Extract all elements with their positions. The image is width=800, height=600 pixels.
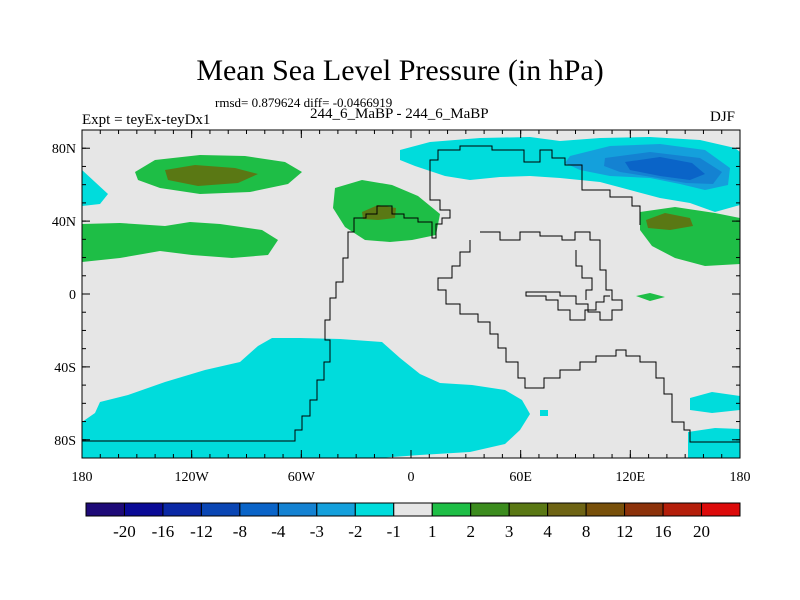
colorbar-label: -8 [233, 522, 247, 541]
colorbar-swatch [431, 502, 472, 517]
colorbar-label: -20 [113, 522, 136, 541]
pacific-band [82, 222, 278, 262]
colorbar-swatch [508, 502, 549, 517]
colorbar-swatch [470, 502, 510, 517]
south-landmass-coast [437, 240, 740, 443]
west-continent-coast [82, 145, 641, 442]
x-tick-label: 120W [175, 470, 210, 485]
colorbar-swatch [162, 502, 202, 517]
colorbar-swatch [662, 502, 703, 517]
blue-core-inner [625, 157, 705, 180]
center-label: 244_6_MaBP - 244_6_MaBP [310, 106, 489, 122]
colorbar-swatch [85, 502, 125, 517]
east-cyan-patch [690, 392, 740, 413]
small-cyan-dot [540, 410, 548, 416]
plot-title: Mean Sea Level Pressure (in hPa) [196, 54, 604, 87]
colorbar-swatch [547, 502, 587, 517]
colorbar-label: -3 [310, 522, 324, 541]
colorbar-swatch [624, 502, 664, 517]
season-label: DJF [710, 109, 736, 125]
experiment-label: Expt = teyEx-teyDx1 [82, 112, 211, 128]
olive-core-atlantic [362, 205, 396, 220]
west-cyan-edge [82, 170, 108, 206]
axis-tick-labels: 180 120W 60W 0 60E 120E 180 80N 40N 0 40S 80S [52, 142, 751, 485]
olive-core-pacific [165, 165, 258, 186]
colorbar-swatch [123, 502, 164, 517]
colorbar: -20 -16 -12 -8 -4 -3 -2 -1 1 2 3 4 8 12 16 20 [85, 502, 741, 541]
y-tick-label: 40S [54, 361, 76, 376]
colorbar-swatch [200, 502, 241, 517]
coastline-outlines [82, 145, 740, 443]
east-continent-coast [480, 231, 623, 321]
colorbar-swatch [277, 502, 318, 517]
colorbar-label: 20 [693, 522, 710, 541]
south-cyan-region [82, 338, 530, 458]
colorbar-label: 12 [616, 522, 633, 541]
y-tick-label: 80S [54, 434, 76, 449]
colorbar-label: -16 [152, 522, 175, 541]
x-tick-label: 180 [730, 470, 751, 485]
colorbar-label: 1 [428, 522, 437, 541]
colorbar-swatch [701, 502, 741, 517]
anomaly-strong-negative-regions [565, 144, 730, 190]
x-tick-label: 0 [408, 470, 415, 485]
olive-core-asia [646, 213, 693, 230]
colorbar-swatch [239, 502, 279, 517]
x-tick-label: 180 [72, 470, 93, 485]
y-tick-label: 80N [52, 142, 76, 157]
map-plot-area [82, 130, 740, 458]
colorbar-label: -4 [271, 522, 286, 541]
colorbar-label: 16 [655, 522, 672, 541]
stats-text: rmsd= 0.879624 diff= -0.0466919 [215, 95, 393, 110]
colorbar-swatch [393, 502, 433, 517]
x-tick-label: 120E [616, 470, 646, 485]
colorbar-label: 4 [543, 522, 552, 541]
colorbar-swatch [316, 502, 356, 517]
colorbar-label: -1 [387, 522, 401, 541]
colorbar-label: 8 [582, 522, 591, 541]
x-tick-label: 60E [509, 470, 532, 485]
colorbar-label: -12 [190, 522, 213, 541]
colorbar-label: 2 [466, 522, 475, 541]
axis-ticks [81, 130, 741, 458]
y-tick-label: 0 [69, 288, 76, 303]
colorbar-label: 3 [505, 522, 514, 541]
southeast-cyan-patch [688, 428, 740, 458]
asia-inner-coast [575, 250, 593, 300]
anomaly-strong-positive-regions [165, 165, 693, 230]
small-green-patch [636, 293, 665, 301]
colorbar-swatch [585, 502, 626, 517]
colorbar-swatch [354, 502, 395, 517]
x-tick-label: 60W [288, 470, 316, 485]
y-tick-label: 40N [52, 215, 76, 230]
colorbar-label: -2 [348, 522, 362, 541]
